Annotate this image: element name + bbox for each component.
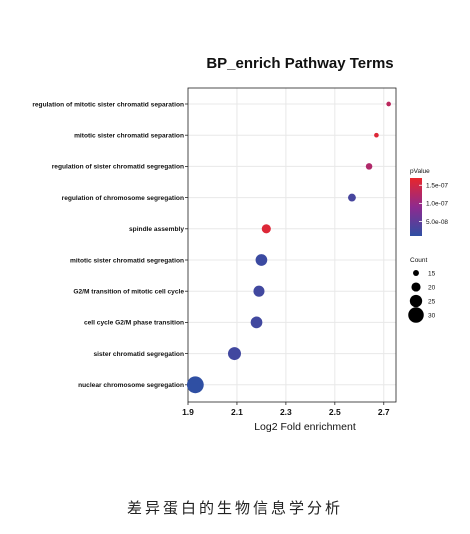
count-legend-label: 20: [428, 284, 436, 291]
data-point: [250, 316, 263, 329]
data-point: [386, 101, 391, 107]
pvalue-legend-title: pValue: [410, 168, 430, 175]
x-tick-label: 1.9: [182, 407, 194, 417]
x-tick-label: 2.1: [231, 407, 243, 417]
y-tick-label: regulation of chromosome segregation: [62, 195, 184, 202]
count-legend-dot: [413, 270, 419, 276]
count-legend: Count 15 20 25 30: [408, 257, 436, 323]
plot-frame: [187, 87, 397, 403]
count-legend-label: 25: [428, 298, 436, 305]
data-point: [228, 347, 241, 361]
data-point: [186, 376, 204, 394]
page-caption: 差异蛋白的生物信息学分析: [126, 499, 343, 517]
count-legend-label: 30: [428, 312, 436, 319]
y-tick-label: nuclear chromosome segregation: [78, 382, 184, 389]
x-tick-label: 2.7: [378, 407, 390, 417]
pvalue-legend-ticks: 1.5e-07 1.0e-07 5.0e-08: [419, 183, 448, 226]
gridlines: [187, 88, 396, 402]
y-tick-label: mitotic sister chromatid segregation: [70, 257, 184, 264]
data-point: [374, 132, 379, 138]
data-point: [255, 254, 268, 266]
x-axis-label: Log2 Fold enrichment: [254, 421, 356, 433]
count-legend-dot: [409, 294, 423, 308]
data-point: [261, 224, 271, 234]
x-tick-label: 2.3: [280, 407, 292, 417]
count-legend-items: 15 20 25 30: [408, 270, 436, 323]
data-point: [365, 163, 373, 170]
data-point: [348, 193, 356, 202]
y-tick-label: sister chromatid segregation: [93, 351, 184, 358]
count-legend-title: Count: [410, 257, 428, 264]
y-axis-labels: regulation of mitotic sister chromatid s…: [32, 101, 188, 389]
x-axis-ticks: 1.9 2.1 2.3 2.5 2.7: [182, 402, 390, 417]
pvalue-legend: pValue 1.5e-07 1.0e-07 5.0e-08: [410, 168, 448, 236]
count-legend-dot: [408, 307, 424, 323]
y-tick-label: cell cycle G2/M phase transition: [84, 320, 184, 327]
y-tick-label: regulation of mitotic sister chromatid s…: [32, 101, 184, 108]
y-tick-label: spindle assembly: [129, 226, 184, 233]
count-legend-dot: [411, 282, 421, 292]
data-points: [186, 101, 391, 394]
y-tick-label: regulation of sister chromatid segregati…: [52, 164, 184, 171]
y-tick-label: G2/M transition of mitotic cell cycle: [73, 289, 184, 296]
chart-title: BP_enrich Pathway Terms: [206, 55, 393, 72]
pvalue-tick-label: 5.0e-08: [426, 219, 448, 226]
count-legend-label: 15: [428, 270, 436, 277]
pvalue-tick-label: 1.5e-07: [426, 183, 448, 190]
data-point: [253, 285, 265, 297]
pvalue-colorbar: [410, 178, 422, 236]
y-tick-label: mitotic sister chromatid separation: [74, 133, 184, 140]
pvalue-tick-label: 1.0e-07: [426, 201, 448, 208]
x-tick-label: 2.5: [329, 407, 341, 417]
